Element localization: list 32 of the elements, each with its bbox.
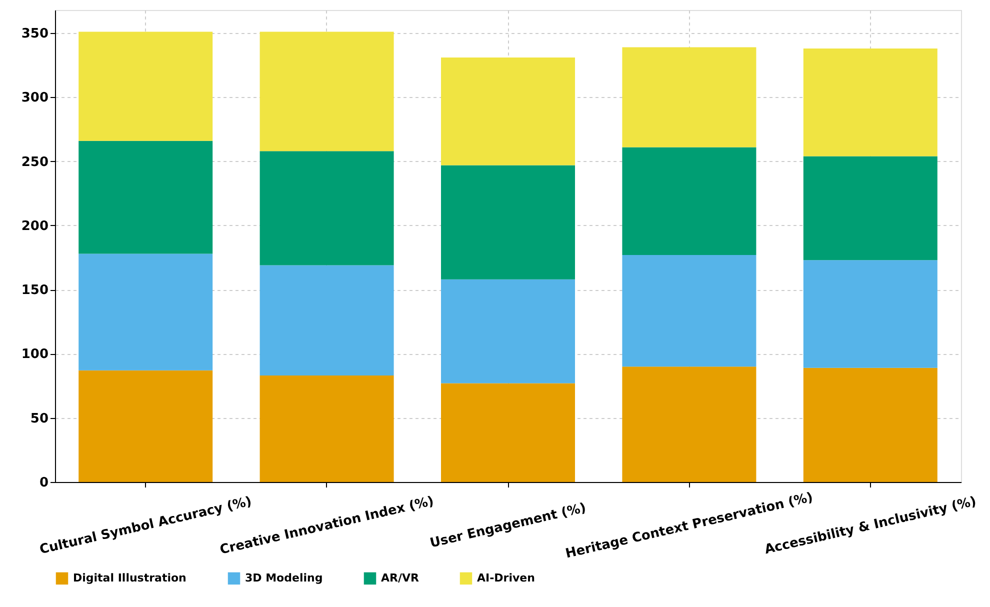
bar (260, 151, 394, 266)
bar (622, 254, 756, 367)
bar (622, 47, 756, 148)
bar (441, 165, 575, 280)
bar (803, 48, 938, 156)
y-tick-label: 0 (39, 476, 48, 490)
bar (78, 140, 213, 254)
bar (441, 279, 575, 384)
bar (441, 383, 575, 482)
legend-label: Digital Illustration (73, 571, 186, 584)
y-tick-label: 350 (21, 26, 48, 42)
y-tick-label: 200 (21, 218, 48, 234)
legend-label: AI-Driven (477, 571, 535, 584)
y-tick-label: 50 (30, 411, 48, 426)
y-tick-label: 100 (21, 347, 48, 362)
bar (260, 265, 394, 376)
bar (803, 368, 938, 482)
legend-label: 3D Modeling (245, 571, 323, 584)
bar (260, 32, 394, 152)
bar (260, 376, 394, 482)
y-tick-label: 150 (21, 283, 48, 298)
bar (78, 254, 213, 370)
bar (78, 32, 213, 141)
y-tick-label: 300 (21, 90, 48, 106)
y-tick-label: 250 (21, 154, 48, 170)
legend-label: AR/VR (381, 571, 420, 584)
bar (78, 370, 213, 482)
bar (441, 57, 575, 166)
bar (803, 260, 938, 368)
bar (622, 147, 756, 255)
bar (622, 366, 756, 482)
bar (803, 156, 938, 260)
